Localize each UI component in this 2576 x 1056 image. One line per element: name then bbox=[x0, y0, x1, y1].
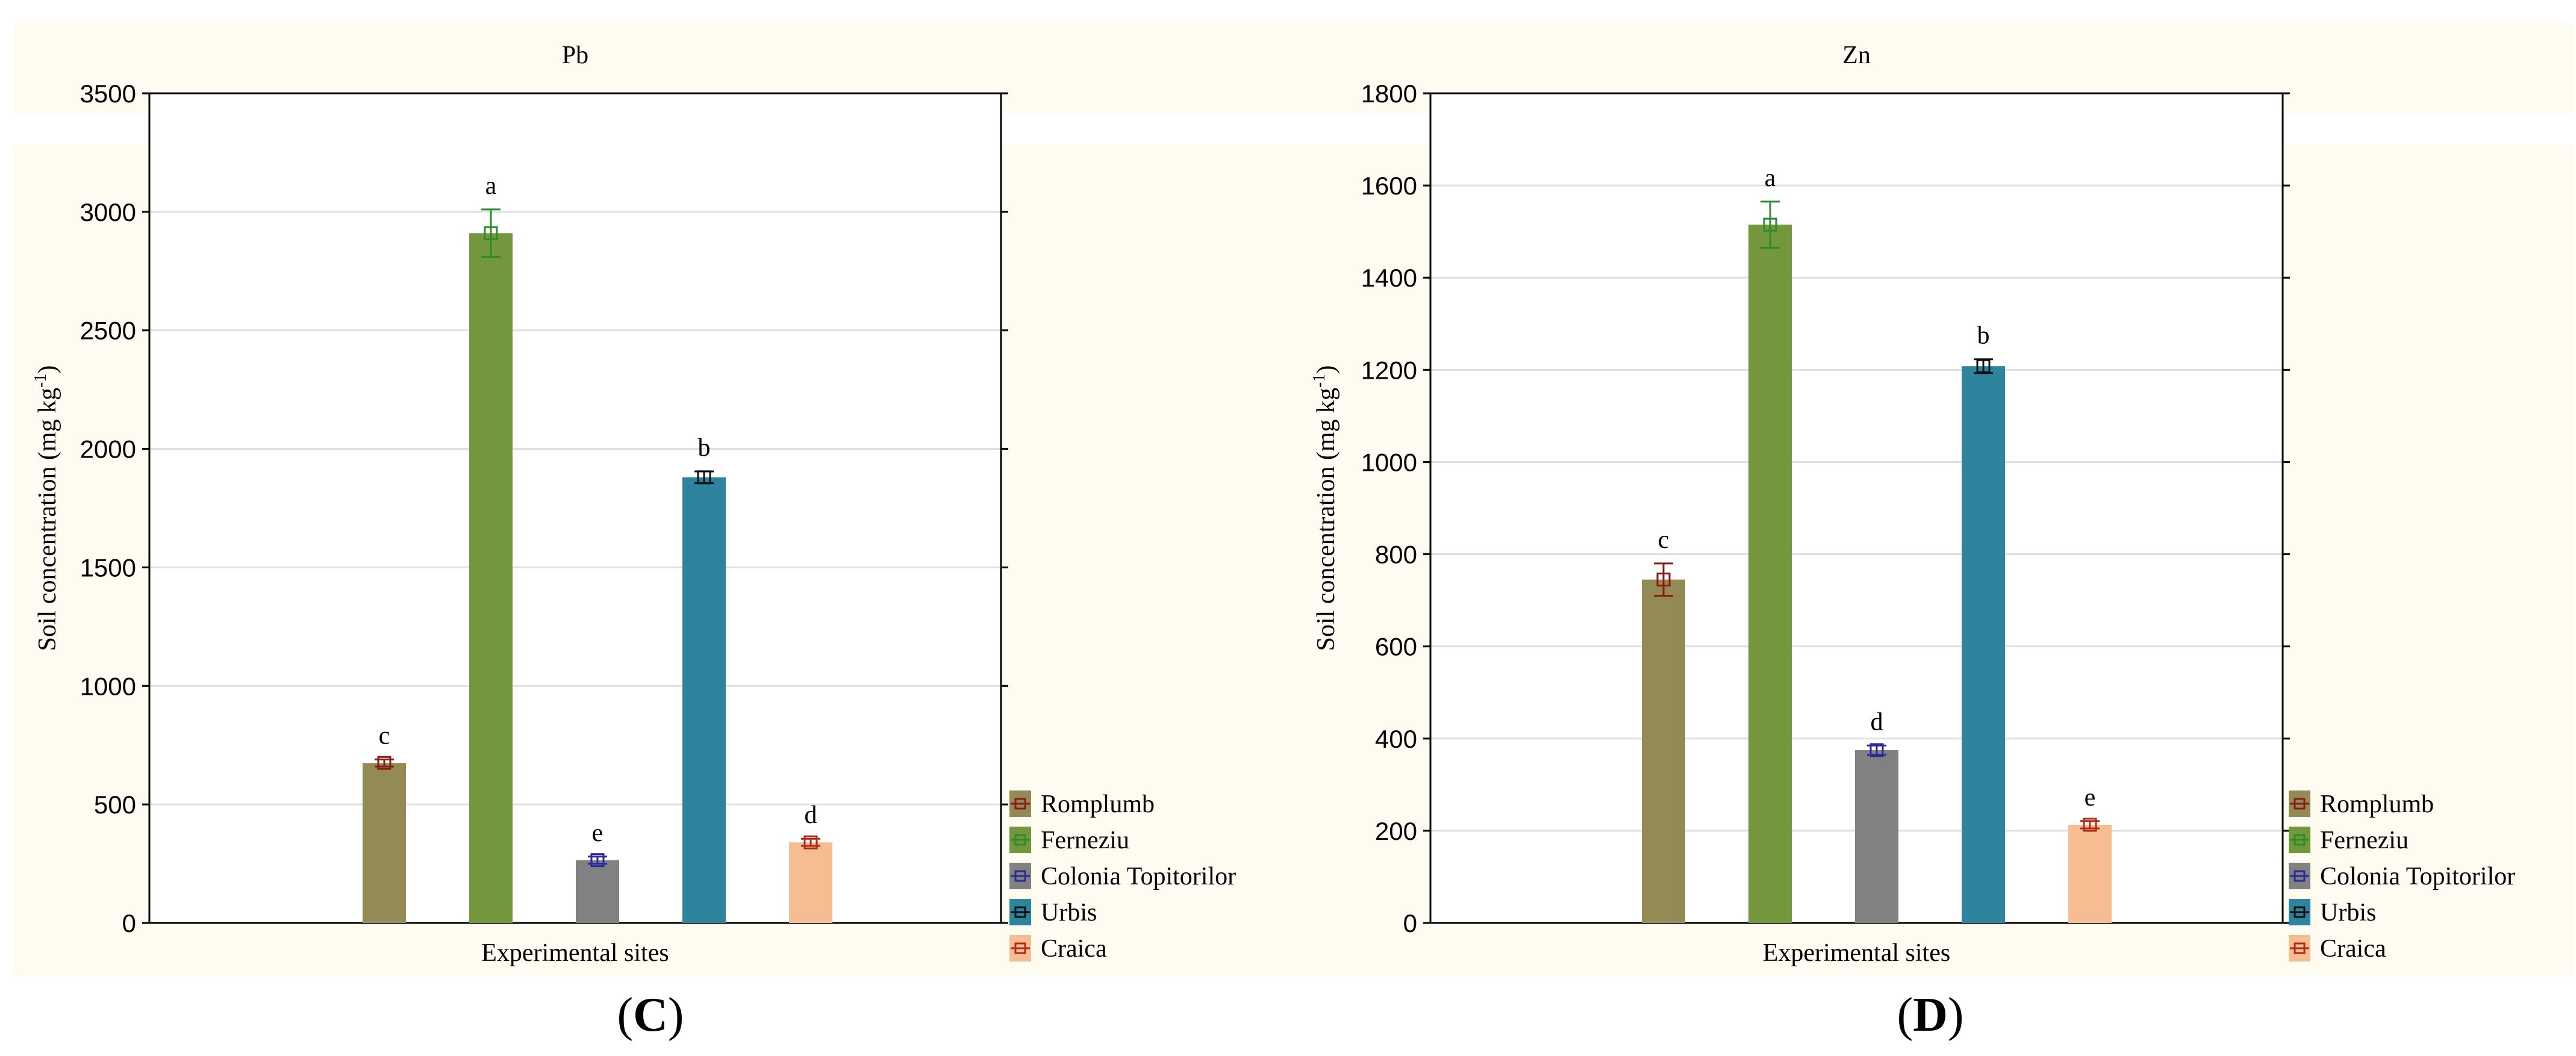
y-tick-label: 0 bbox=[1403, 909, 1417, 937]
panel-label-close: ) bbox=[668, 989, 684, 1042]
significance-letter: a bbox=[1765, 164, 1776, 192]
bar-urbis bbox=[682, 477, 726, 923]
legend-swatch-marker bbox=[1014, 870, 1026, 882]
panel-label-close: ) bbox=[1948, 989, 1964, 1042]
mean-marker bbox=[377, 756, 391, 770]
bar-craica bbox=[789, 842, 832, 923]
legend-swatch-marker bbox=[1014, 906, 1026, 918]
y-tick-label: 500 bbox=[94, 790, 136, 819]
mean-marker bbox=[1870, 743, 1884, 757]
significance-letter: b bbox=[1977, 322, 1990, 350]
significance-letter: c bbox=[379, 722, 390, 750]
chart-title: Pb bbox=[562, 42, 588, 69]
x-axis-label: Experimental sites bbox=[481, 939, 669, 967]
mean-marker bbox=[803, 835, 818, 849]
bar-ferneziu bbox=[1748, 225, 1792, 923]
y-tick-label: 800 bbox=[1375, 541, 1417, 569]
bar-colonia-topitorilor bbox=[1855, 750, 1898, 923]
y-tick-label: 1400 bbox=[1361, 264, 1417, 292]
legend-swatch-marker bbox=[2294, 942, 2306, 954]
y-tick-label: 3500 bbox=[80, 79, 136, 108]
mean-marker bbox=[1656, 573, 1671, 587]
significance-letter: d bbox=[805, 801, 817, 829]
y-tick-label: 200 bbox=[1375, 817, 1417, 845]
significance-letter: d bbox=[1871, 708, 1883, 736]
significance-letter: a bbox=[485, 172, 497, 200]
y-tick-label: 3000 bbox=[80, 198, 136, 226]
legend-swatch-marker bbox=[1014, 798, 1026, 810]
panel-label-open: ( bbox=[617, 989, 633, 1042]
bar-romplumb bbox=[363, 763, 406, 923]
y-tick-label: 1500 bbox=[80, 553, 136, 582]
x-axis-label: Experimental sites bbox=[1763, 939, 1950, 967]
y-tick-label: 0 bbox=[122, 909, 136, 937]
bar-ferneziu bbox=[469, 233, 513, 923]
legend-label: Ferneziu bbox=[1041, 827, 1129, 854]
panel-label-letter: D bbox=[1913, 989, 1948, 1042]
y-tick-label: 1000 bbox=[80, 672, 136, 700]
y-tick-label: 1600 bbox=[1361, 172, 1417, 200]
chart-title: Zn bbox=[1842, 42, 1871, 69]
legend-label: Craica bbox=[1041, 935, 1107, 963]
y-tick-label: 2000 bbox=[80, 435, 136, 464]
mean-marker bbox=[697, 470, 711, 485]
y-axis-label: Soil concentration (mg kg-1) bbox=[1310, 365, 1340, 651]
y-axis-label-close: ) bbox=[34, 365, 61, 374]
y-axis-label-superscript: -1 bbox=[1310, 374, 1329, 388]
bar-colonia-topitorilor bbox=[576, 860, 619, 923]
legend-swatch-marker bbox=[2294, 798, 2306, 810]
legend-swatch-marker bbox=[1014, 942, 1026, 954]
y-tick-label: 600 bbox=[1375, 633, 1417, 661]
legend-label: Colonia Topitorilor bbox=[1041, 863, 1236, 890]
chart-panel-pb: Pb 0 500 1000 1500 2000 2500 3000 3500 c a e b d Exper… bbox=[13, 23, 1290, 1042]
mean-marker bbox=[1763, 217, 1777, 232]
mean-marker bbox=[484, 226, 498, 240]
plot-frame bbox=[148, 92, 1002, 924]
legend-label: Craica bbox=[2320, 935, 2386, 963]
y-axis-label-main: Soil concentration (mg kg bbox=[34, 388, 61, 651]
panel-label: (D) bbox=[1897, 989, 1963, 1042]
legend-swatch-marker bbox=[2294, 834, 2306, 846]
y-tick-label: 1000 bbox=[1361, 448, 1417, 476]
mean-marker bbox=[590, 853, 605, 868]
bar-craica bbox=[2068, 824, 2112, 923]
y-tick-label: 1800 bbox=[1361, 79, 1417, 108]
bar-romplumb bbox=[1642, 579, 1685, 923]
bar-urbis bbox=[1962, 366, 2005, 923]
legend-label: Urbis bbox=[2320, 899, 2376, 927]
chart-panel-zn: Zn 0 200 400 600 800 1000 1200 1400 1600 1800 c a d b e… bbox=[1276, 23, 2574, 1042]
legend-swatch-marker bbox=[1014, 834, 1026, 846]
y-tick-label: 400 bbox=[1375, 725, 1417, 753]
panel-label-letter: C bbox=[633, 989, 668, 1042]
significance-letter: b bbox=[698, 434, 711, 462]
panel-label: (C) bbox=[617, 989, 684, 1042]
legend-swatch-marker bbox=[2294, 906, 2306, 918]
y-tick-label: 2500 bbox=[80, 317, 136, 345]
mean-marker bbox=[1976, 359, 1991, 373]
legend-label: Ferneziu bbox=[2320, 827, 2409, 854]
y-axis-label-superscript: -1 bbox=[31, 374, 50, 388]
significance-letter: c bbox=[1658, 526, 1670, 554]
significance-letter: e bbox=[592, 819, 603, 847]
legend-label: Colonia Topitorilor bbox=[2320, 863, 2515, 890]
y-axis-label: Soil concentration (mg kg-1) bbox=[31, 365, 61, 651]
y-tick-label: 1200 bbox=[1361, 356, 1417, 384]
y-axis-label-close: ) bbox=[1312, 365, 1340, 374]
plot-area bbox=[149, 93, 1001, 923]
significance-letter: e bbox=[2085, 784, 2096, 812]
mean-marker bbox=[2083, 818, 2097, 832]
y-axis-label-main: Soil concentration (mg kg bbox=[1312, 388, 1340, 651]
legend-label: Romplumb bbox=[1041, 790, 1155, 818]
panel-label-open: ( bbox=[1897, 989, 1913, 1042]
legend-label: Romplumb bbox=[2320, 790, 2434, 818]
legend-swatch-marker bbox=[2294, 870, 2306, 882]
legend-label: Urbis bbox=[1041, 899, 1097, 927]
